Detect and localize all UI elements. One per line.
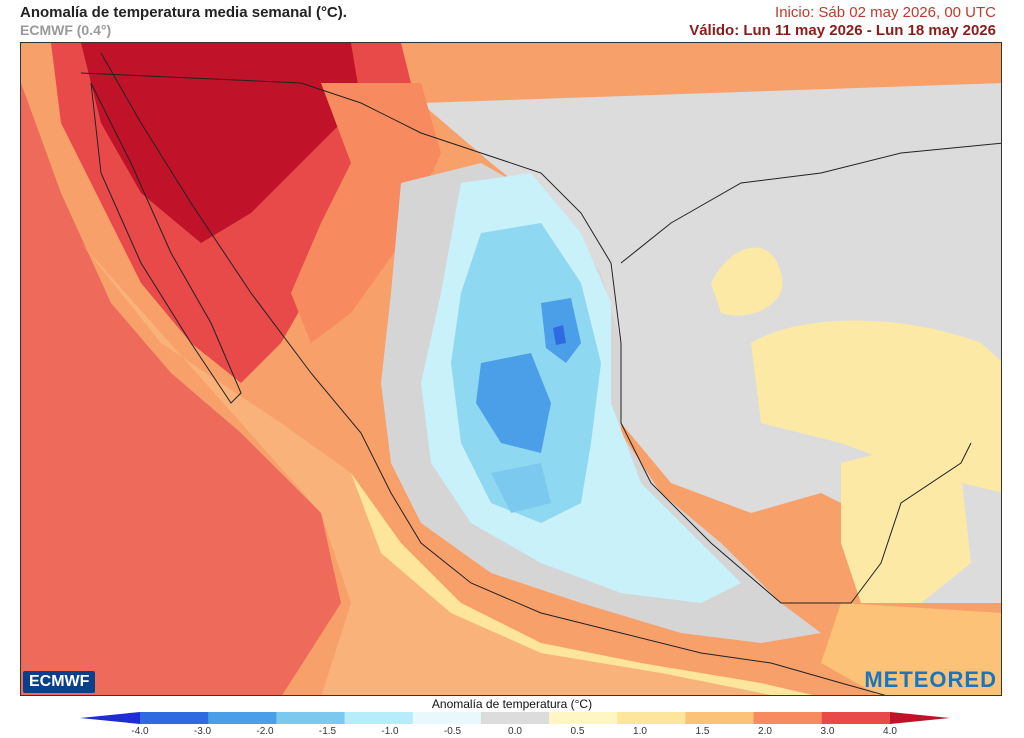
legend-title: Anomalía de temperatura (°C) <box>431 697 593 711</box>
legend-swatch <box>208 712 277 724</box>
legend-tick-label: -2.0 <box>256 726 274 737</box>
meteored-logo: METEORED <box>864 667 997 692</box>
legend-swatch <box>140 712 209 724</box>
legend-tick-label: 0.5 <box>570 726 585 737</box>
us-gulf-coastline <box>620 142 1001 264</box>
legend-arrow-high <box>890 712 950 724</box>
pacific-warm-zone <box>21 83 341 695</box>
yucatan-warm <box>841 443 971 603</box>
legend-tick-label: 0.0 <box>508 726 522 737</box>
baja-california-outline <box>90 82 242 404</box>
northwest-very-hot <box>81 43 361 243</box>
central-america-warm <box>821 603 1001 695</box>
legend-tick-label: -4.0 <box>131 726 149 737</box>
legend-swatch <box>480 712 550 724</box>
legend-ticks: -4.0 -3.0 -2.0 -1.5 -1.0 -0.5 0.0 0.5 1.0 1.5 2.0 3… <box>80 726 950 738</box>
gulf-warm-patch-2 <box>711 247 783 316</box>
valid-period: Válido: Lun 11 may 2026 - Lun 18 may 202… <box>689 22 996 39</box>
legend-swatch <box>685 712 755 724</box>
cold-core-center <box>553 325 566 345</box>
legend-swatch <box>344 712 414 724</box>
legend-tick-label: 4.0 <box>883 726 897 737</box>
legend-swatch <box>617 712 686 724</box>
map-title: Anomalía de temperatura media semanal (°… <box>20 4 347 21</box>
legend-swatch <box>753 712 823 724</box>
run-time: Inicio: Sáb 02 may 2026, 00 UTC <box>775 4 996 21</box>
legend-arrow-low <box>80 712 140 724</box>
legend-tick-label: 3.0 <box>820 726 835 737</box>
coastal-warm-band <box>81 243 773 695</box>
legend-swatch <box>276 712 346 724</box>
legend-tick-label: -0.5 <box>443 726 462 737</box>
cool-patch-south <box>491 463 551 513</box>
anomaly-map[interactable]: ECMWF METEORED <box>20 42 1002 696</box>
legend-swatch <box>549 712 618 724</box>
map-canvas <box>21 43 1001 695</box>
legend-tick-label: -1.0 <box>381 726 399 737</box>
north-warm-edge <box>291 83 441 343</box>
us-mexico-border <box>80 72 612 264</box>
legend-tick-label: 2.0 <box>758 726 772 737</box>
color-legend <box>80 712 950 724</box>
pacific-coastline <box>100 52 886 695</box>
legend-tick-label: -3.0 <box>193 726 212 737</box>
gulf-warm-patch <box>751 320 1001 493</box>
gulf-coastline <box>610 262 972 604</box>
legend-tick-label: 1.0 <box>633 726 647 737</box>
model-label: ECMWF (0.4°) <box>20 22 112 38</box>
legend-swatch <box>412 712 482 724</box>
legend-tick-label: 1.5 <box>695 726 710 737</box>
cold-core <box>476 353 551 453</box>
legend-swatch <box>821 712 891 724</box>
ecmwf-logo: ECMWF <box>23 671 96 693</box>
legend-tick-label: -1.5 <box>318 726 337 737</box>
